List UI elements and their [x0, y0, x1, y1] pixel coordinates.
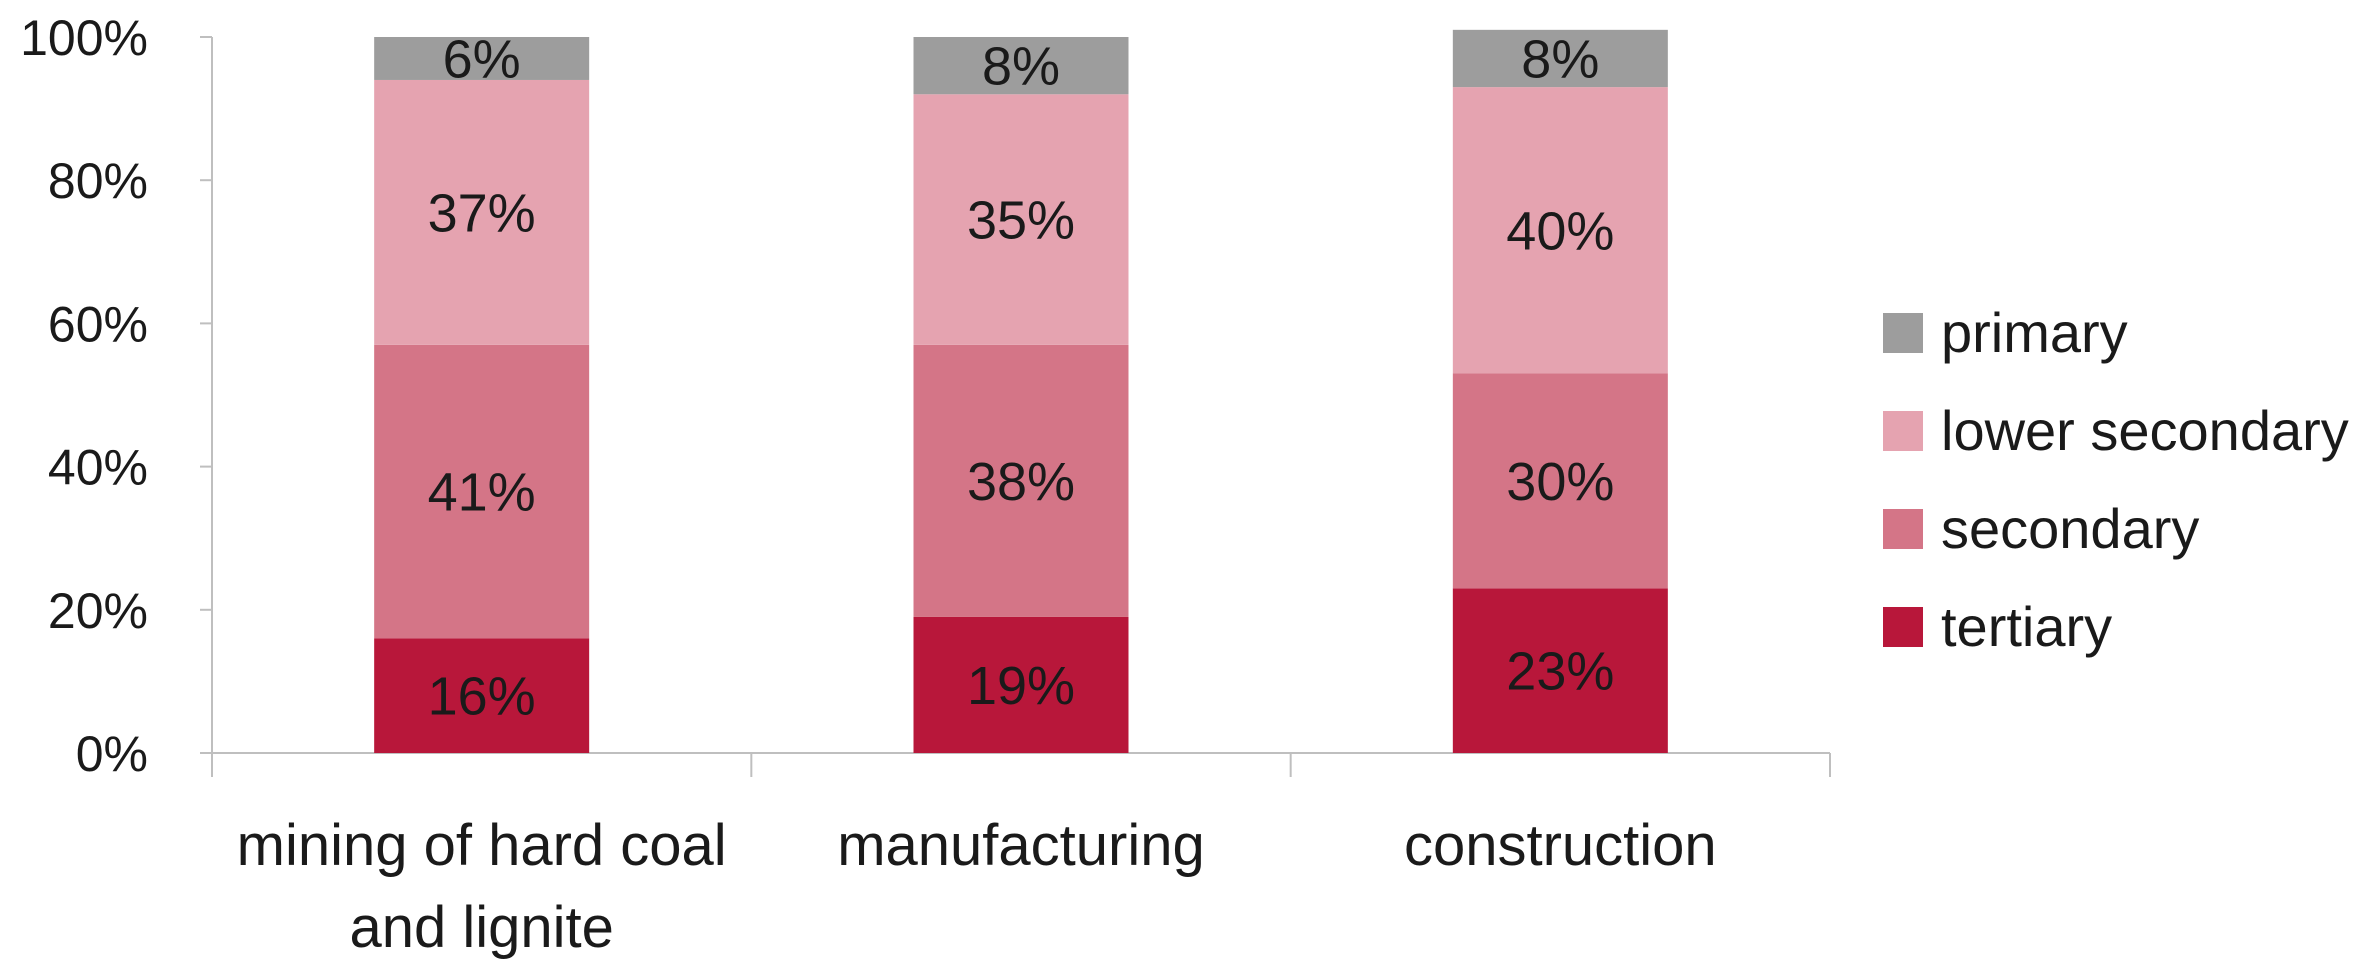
data-label: 6% — [443, 29, 521, 89]
legend-label: primary — [1941, 301, 2128, 364]
data-label: 19% — [967, 656, 1075, 716]
bar-segment-primary — [913, 37, 1129, 95]
legend: primary lower secondary secondary tertiary — [1883, 301, 2349, 658]
data-label: 37% — [428, 183, 536, 243]
data-label: 41% — [428, 463, 536, 523]
bar-segment-secondary — [1452, 373, 1668, 589]
y-tick-label: 20% — [48, 583, 148, 639]
data-label: 8% — [982, 37, 1060, 97]
y-tick-label: 0% — [76, 726, 148, 782]
x-category-label-line: construction — [1404, 813, 1717, 878]
bar-segment-lower-secondary — [913, 94, 1129, 345]
y-tick-label: 100% — [20, 10, 148, 66]
x-category-label-line: and lignite — [349, 895, 613, 960]
legend-swatch — [1883, 509, 1923, 549]
x-category-label: manufacturing — [837, 813, 1205, 878]
y-tick-label: 60% — [48, 296, 148, 352]
bar-segment-secondary — [913, 344, 1129, 617]
data-label: 8% — [1521, 29, 1599, 89]
legend-label: secondary — [1941, 497, 2199, 560]
bar-segment-secondary — [374, 344, 590, 639]
bar-segment-primary — [1452, 29, 1668, 88]
data-label: 30% — [1506, 452, 1614, 512]
data-label: 23% — [1506, 642, 1614, 702]
y-tick-label: 40% — [48, 440, 148, 496]
legend-label: tertiary — [1941, 595, 2112, 658]
bar-segment-primary — [374, 37, 590, 80]
legend-swatch — [1883, 313, 1923, 353]
x-category-label: mining of hard coal and lignite — [237, 813, 727, 960]
bars: 16% 41% 37% 6% 19% 38% 35% 8% 23% 30% 40% 8% — [374, 29, 1668, 753]
bar-segment-lower-secondary — [1452, 87, 1668, 374]
bar-segment-tertiary — [913, 616, 1129, 753]
data-label: 16% — [428, 667, 536, 727]
legend-swatch — [1883, 607, 1923, 647]
legend-label: lower secondary — [1941, 399, 2349, 462]
bar-segment-tertiary — [1452, 588, 1668, 753]
x-category-label-line: mining of hard coal — [237, 813, 727, 878]
data-label: 35% — [967, 191, 1075, 251]
y-tick-label: 80% — [48, 153, 148, 209]
bar-segment-tertiary — [374, 638, 590, 753]
bar-segment-lower-secondary — [374, 79, 590, 345]
x-category-label: construction — [1404, 813, 1717, 878]
data-label: 40% — [1506, 201, 1614, 261]
data-label: 38% — [967, 452, 1075, 512]
legend-swatch — [1883, 411, 1923, 451]
x-category-label-line: manufacturing — [837, 813, 1205, 878]
axes: 0% 20% 40% 60% 80% 100% mining of hard coal and… — [20, 10, 1831, 960]
